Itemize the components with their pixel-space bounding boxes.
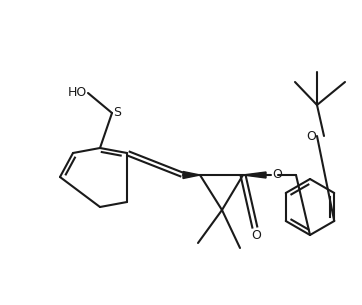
Text: S: S xyxy=(113,106,121,120)
Text: O: O xyxy=(251,229,261,242)
Polygon shape xyxy=(243,172,266,178)
Text: O: O xyxy=(306,130,316,142)
Polygon shape xyxy=(183,171,200,178)
Text: O: O xyxy=(272,168,282,181)
Text: HO: HO xyxy=(68,85,87,99)
